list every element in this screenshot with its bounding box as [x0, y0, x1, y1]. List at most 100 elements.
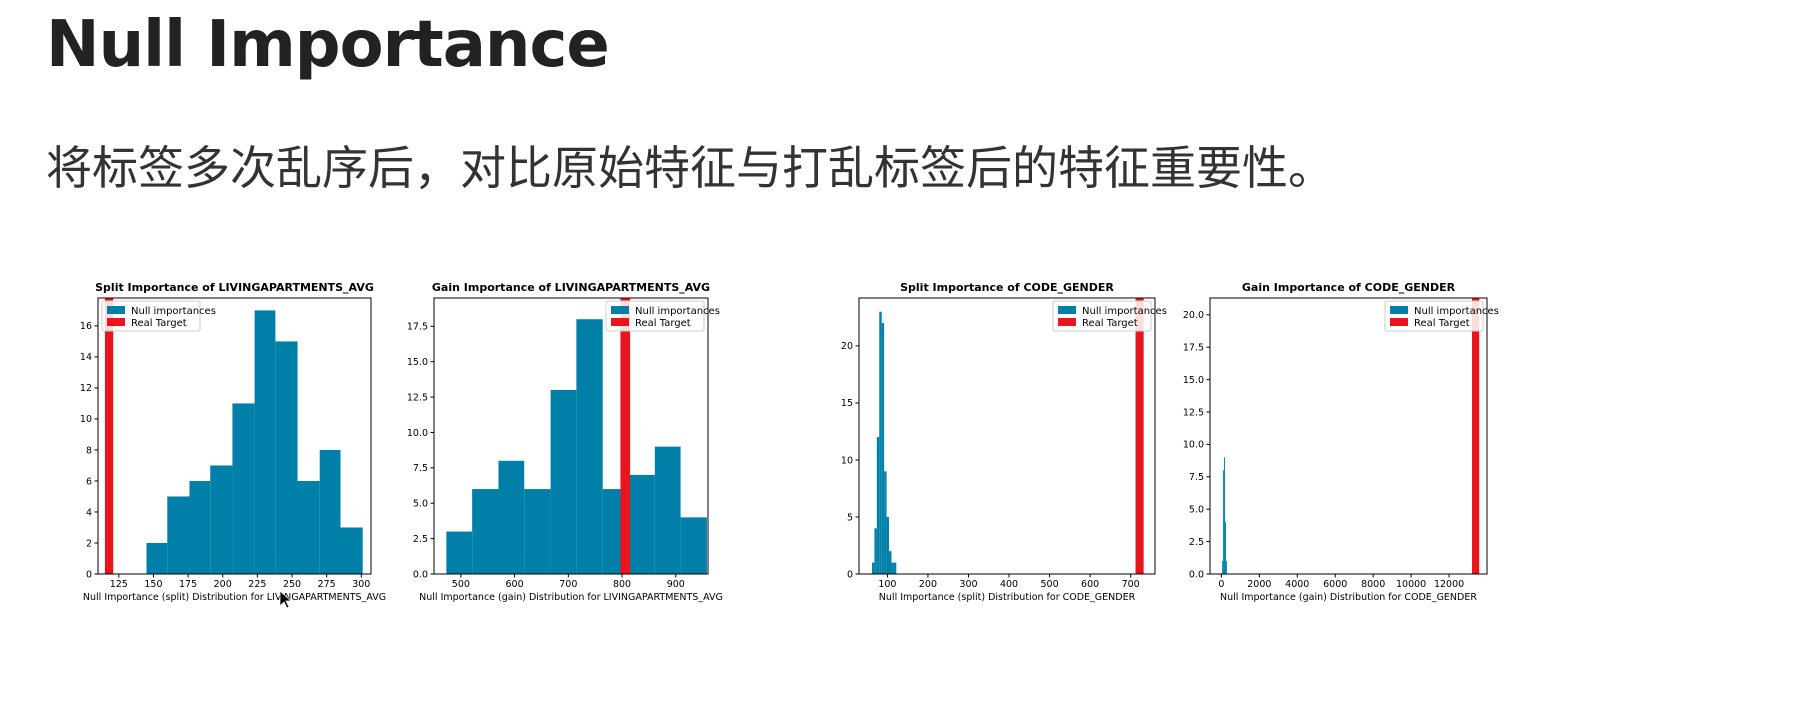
legend-label: Null importances	[635, 306, 720, 317]
x-tick-label: 300	[959, 579, 977, 590]
y-tick-label: 20.0	[1183, 310, 1204, 321]
x-tick-label: 125	[110, 579, 128, 590]
x-tick-label: 700	[1122, 579, 1140, 590]
real-target-bar	[1135, 298, 1144, 574]
y-tick-label: 2.5	[1189, 537, 1204, 548]
legend-box	[1052, 300, 1152, 332]
y-tick-label: 17.5	[407, 322, 428, 333]
x-tick-label: 200	[214, 579, 232, 590]
chart-panel-4: Gain Importance of CODE_GENDER 0 2000 4000 6…	[1183, 281, 1499, 603]
legend-box	[101, 300, 201, 332]
y-tick-label: 7.5	[1189, 472, 1204, 483]
x-tick-label: 500	[1041, 579, 1059, 590]
legend-swatch-null	[1390, 306, 1408, 314]
x-tick-label: 800	[613, 579, 631, 590]
slide-title: Null Importance	[46, 8, 610, 82]
chart-title: Gain Importance of CODE_GENDER	[1242, 281, 1456, 294]
y-tick-label: 4	[86, 507, 92, 518]
legend-swatch-real	[1058, 318, 1076, 326]
histogram-bar	[1224, 457, 1225, 574]
legend-box	[605, 300, 705, 332]
histogram-bar	[232, 403, 255, 574]
histogram-bar	[680, 517, 707, 574]
x-tick-label: 10000	[1396, 579, 1426, 590]
chart-title: Split Importance of LIVINGAPARTMENTS_AVG	[95, 281, 374, 294]
y-tick-label: 17.5	[1183, 343, 1204, 354]
histogram-bar	[297, 480, 320, 574]
x-tick-label: 900	[667, 579, 685, 590]
histogram-bar	[654, 446, 681, 574]
chart-panel-2: Gain Importance of LIVINGAPARTMENTS_AVG 5…	[407, 281, 723, 603]
y-tick-label: 15.0	[407, 357, 428, 368]
y-tick-label: 10	[80, 414, 92, 425]
legend-swatch-real	[611, 318, 629, 326]
legend-label: Null importances	[1082, 306, 1167, 317]
legend-label: Real Target	[635, 318, 691, 329]
histogram-bar	[472, 489, 499, 574]
x-tick-label: 500	[452, 579, 470, 590]
plot-frame	[1209, 297, 1488, 575]
slide-subtitle: 将标签多次乱序后，对比原始特征与打乱标签后的特征重要性。	[46, 141, 1334, 195]
y-tick-label: 0.0	[1189, 569, 1204, 580]
histogram-bar	[1223, 470, 1225, 574]
histogram-bar	[189, 480, 211, 574]
x-tick-label: 225	[248, 579, 266, 590]
histogram-bar	[1222, 561, 1224, 574]
histogram-bar	[446, 531, 473, 574]
y-tick-label: 10.0	[407, 428, 428, 439]
histogram-bar	[1224, 522, 1226, 574]
histogram-bar	[879, 311, 882, 574]
y-tick-label: 6	[86, 476, 92, 487]
x-tick-label: 6000	[1323, 579, 1347, 590]
histogram-bar	[628, 474, 655, 574]
x-tick-label: 175	[179, 579, 197, 590]
y-tick-label: 5.0	[1189, 505, 1204, 516]
y-tick-label: 2	[86, 538, 92, 549]
y-tick-label: 5	[847, 512, 853, 523]
x-axis-label: Null Importance (split) Distribution for…	[83, 592, 386, 603]
histogram-bar	[871, 562, 875, 574]
histogram-bar	[210, 465, 233, 574]
x-tick-label: 2000	[1247, 579, 1271, 590]
legend-swatch-real	[107, 318, 125, 326]
chart-title: Gain Importance of LIVINGAPARTMENTS_AVG	[432, 281, 710, 294]
y-tick-label: 10	[841, 455, 853, 466]
x-tick-label: 12000	[1434, 579, 1464, 590]
histogram-bar	[524, 489, 551, 574]
y-tick-label: 14	[80, 352, 92, 363]
y-tick-label: 5.0	[413, 499, 428, 510]
plot-frame	[433, 297, 709, 575]
chart-title: Split Importance of CODE_GENDER	[900, 281, 1114, 294]
y-tick-label: 12.5	[407, 392, 428, 403]
histogram-bar	[340, 527, 363, 574]
x-tick-label: 300	[352, 579, 370, 590]
histogram-bar	[874, 528, 877, 574]
legend-label: Real Target	[131, 318, 187, 329]
histogram-bar	[254, 310, 276, 574]
y-tick-label: 15	[841, 398, 853, 409]
x-tick-label: 200	[919, 579, 937, 590]
x-tick-label: 600	[1081, 579, 1099, 590]
x-axis-label: Null Importance (gain) Distribution for …	[1220, 592, 1477, 603]
real-target-bar	[104, 298, 114, 574]
chart-panel-1: Split Importance of LIVINGAPARTMENTS_AVG…	[80, 281, 386, 603]
plot-frame	[858, 297, 1156, 575]
histogram-bar	[576, 319, 603, 574]
y-tick-label: 10.0	[1183, 440, 1204, 451]
y-tick-label: 20	[841, 341, 853, 352]
x-tick-label: 400	[1000, 579, 1018, 590]
histogram-bar	[886, 516, 890, 574]
legend-swatch-null	[1058, 306, 1076, 314]
legend-label: Real Target	[1082, 318, 1138, 329]
y-tick-label: 16	[80, 321, 92, 332]
x-tick-label: 275	[318, 579, 336, 590]
y-tick-label: 12	[80, 383, 92, 394]
histogram-bar	[889, 551, 892, 574]
x-axis-label: Null Importance (split) Distribution for…	[879, 592, 1136, 603]
histogram-bar	[550, 390, 577, 574]
x-tick-label: 8000	[1361, 579, 1385, 590]
histogram-bar	[891, 562, 894, 574]
legend-box	[1384, 300, 1484, 332]
histogram-bar	[884, 471, 887, 574]
